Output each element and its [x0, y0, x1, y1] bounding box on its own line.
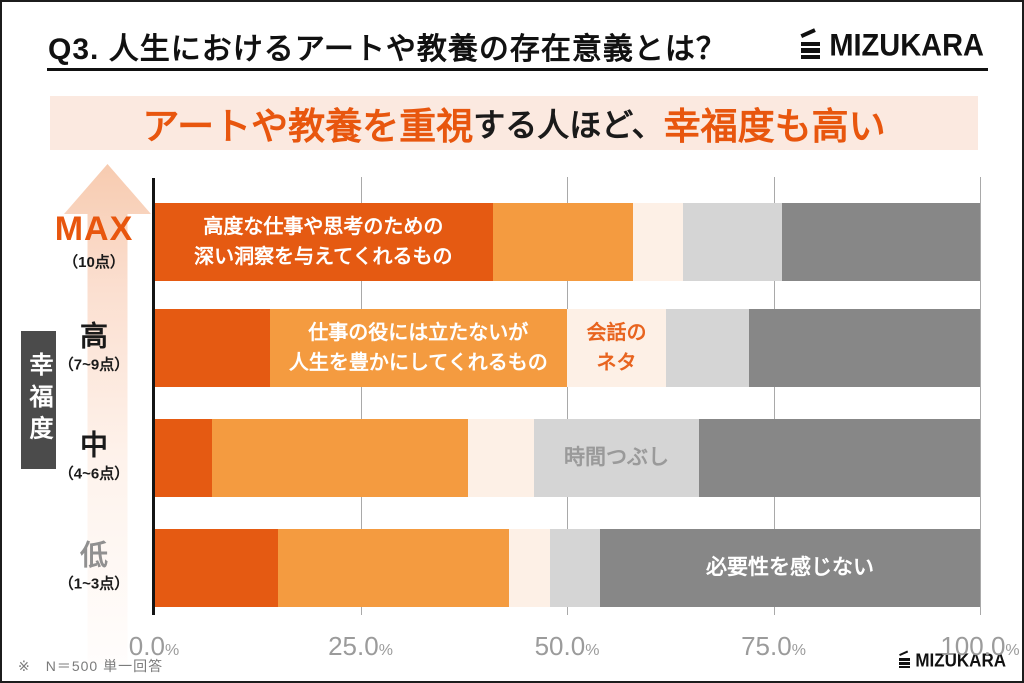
bar-segment-label: 高度な仕事や思考のための 深い洞察を与えてくれるもの	[194, 216, 453, 268]
chart-plot-area: 高度な仕事や思考のための 深い洞察を与えてくれるもの仕事の役には立たないが 人生…	[152, 177, 981, 615]
bar-segment-MAX-4	[682, 203, 782, 281]
brand-name: MIZUKARA	[915, 650, 1006, 671]
bar-segment-label: 仕事の役には立たないが 人生を豊かにしてくれるもの	[288, 322, 548, 374]
bar-row-低: 必要性を感じない	[154, 529, 980, 607]
x-tick-label-0: 0.0%	[128, 631, 180, 661]
x-tick-label-100: 100.0%	[940, 631, 1020, 661]
bar-segment-高-3: 会話の ネタ	[566, 309, 667, 387]
bar-row-高: 仕事の役には立たないが 人生を豊かにしてくれるもの 会話の ネタ	[154, 309, 980, 387]
bar-segment-label: 時間つぶし	[564, 446, 670, 470]
page-title: Q3. 人生におけるアートや教養の存在意義とは？	[48, 33, 727, 66]
x-tick-label-75: 75.0%	[741, 631, 806, 661]
header-divider	[47, 68, 988, 71]
x-tick-label-50: 50.0%	[534, 631, 600, 661]
bar-segment-中-5	[699, 419, 980, 497]
bar-segment-中-2	[211, 419, 468, 497]
bar-segment-中-3	[467, 419, 534, 497]
key-message-plain: する人ほど、	[473, 107, 664, 143]
bar-segment-label: 必要性を感じない	[705, 556, 874, 580]
gridline-100	[980, 177, 981, 615]
bar-segment-低-3	[509, 529, 551, 607]
gridline-25	[360, 177, 362, 615]
bar-segment-MAX-3	[633, 203, 683, 281]
brand-name: MIZUKARA	[829, 28, 984, 64]
brand-logo-footer: MIZUKARA	[898, 650, 1006, 671]
bar-segment-高-5	[748, 309, 980, 387]
footnote: ※ N＝500 単一回答	[18, 658, 164, 674]
bar-segment-高-4	[666, 309, 749, 387]
row-label-MAX: MAX （10点）	[54, 210, 134, 271]
bar-segment-低-1	[154, 529, 278, 607]
brand-logo-header: MIZUKARA	[800, 28, 984, 64]
mizukara-logo-icon	[898, 650, 913, 669]
row-label-低: 低（1~3点）	[58, 539, 130, 593]
gridline-75	[773, 177, 775, 615]
bar-row-MAX: 高度な仕事や思考のための 深い洞察を与えてくれるもの	[154, 203, 980, 281]
bar-segment-低-4	[550, 529, 600, 607]
gridline-50	[567, 177, 568, 615]
bar-segment-MAX-1: 高度な仕事や思考のための 深い洞察を与えてくれるもの	[154, 203, 493, 281]
bar-segment-中-4: 時間つぶし	[533, 419, 700, 497]
happiness-axis-label: 幸福度	[21, 331, 56, 469]
key-message-accent-2: 幸福度も高い	[663, 106, 886, 147]
bar-segment-中-1	[154, 419, 212, 497]
key-message-banner: アートや教養を重視 する人ほど、 幸福度も高い	[50, 96, 978, 150]
x-axis-zero-line	[152, 178, 155, 615]
bar-segment-低-5: 必要性を感じない	[600, 529, 980, 607]
bar-row-中: 時間つぶし	[154, 419, 980, 497]
mizukara-logo-icon	[800, 28, 824, 60]
bar-segment-高-2: 仕事の役には立たないが 人生を豊かにしてくれるもの	[269, 309, 567, 387]
bar-segment-高-1	[154, 309, 270, 387]
bar-segment-MAX-5	[781, 203, 980, 281]
row-label-高: 高（7~9点）	[58, 320, 130, 374]
bar-segment-低-2	[277, 529, 510, 607]
key-message-accent-1: アートや教養を重視	[142, 106, 474, 147]
row-label-中: 中（4~6点）	[58, 429, 130, 483]
x-tick-label-25: 25.0%	[328, 631, 393, 661]
bar-segment-label: 会話の ネタ	[586, 322, 647, 374]
bar-segment-MAX-2	[492, 203, 634, 281]
